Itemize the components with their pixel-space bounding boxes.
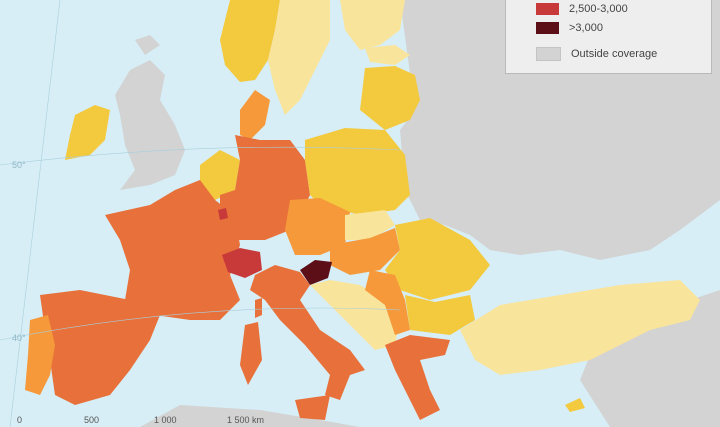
region-slovenia: [300, 260, 332, 285]
region-outside-mideast: [580, 290, 720, 427]
latitude-label-40: 40°: [12, 333, 26, 343]
region-sardinia: [240, 322, 262, 385]
region-turkey: [460, 280, 700, 375]
region-portugal: [25, 315, 55, 395]
scale-tick: 0: [17, 415, 23, 425]
legend-swatch: [536, 22, 559, 34]
region-cyprus: [565, 398, 585, 412]
region-romania: [385, 218, 490, 300]
region-spain: [40, 290, 160, 405]
legend-swatch: [536, 47, 561, 61]
region-bulgaria: [405, 295, 475, 335]
region-denmark: [240, 90, 270, 140]
region-latvia-lithuania: [360, 66, 420, 130]
legend-label: Outside coverage: [571, 48, 658, 60]
region-corsica: [255, 298, 262, 318]
legend-item: >3,000: [536, 22, 603, 34]
scale-tick: 1 500 km: [227, 415, 265, 425]
map-legend: 2,500-3,000 >3,000 Outside coverage: [505, 0, 712, 74]
region-italy: [250, 265, 365, 400]
legend-label: >3,000: [569, 22, 603, 34]
region-poland: [305, 128, 410, 215]
graticule-lines: [0, 0, 401, 427]
legend-item: Outside coverage: [536, 47, 657, 61]
region-finland: [340, 0, 405, 50]
region-norway: [220, 0, 280, 82]
scale-tick: 1 000: [154, 415, 177, 425]
region-germany: [220, 135, 310, 240]
region-slovakia: [345, 210, 395, 240]
legend-label: 2,500-3,000: [569, 3, 628, 15]
scale-tick: 500: [84, 415, 100, 425]
latitude-label-50: 50°: [12, 160, 26, 170]
region-iceland-norway-west: [135, 35, 160, 55]
legend-swatch: [536, 3, 559, 15]
region-czechia-austria: [285, 198, 350, 255]
region-sweden: [268, 0, 330, 115]
region-ireland: [65, 105, 110, 160]
region-serbia: [365, 270, 410, 335]
region-greece: [385, 335, 450, 420]
legend-item: 2,500-3,000: [536, 3, 628, 15]
region-luxembourg: [218, 208, 228, 220]
region-hungary: [330, 228, 400, 275]
region-switzerland: [222, 248, 262, 278]
region-sicily: [295, 395, 330, 420]
region-uk: [115, 60, 185, 190]
region-outside-africa: [140, 405, 360, 427]
region-netherlands-belgium: [200, 150, 240, 200]
region-estonia: [365, 45, 410, 65]
region-france: [105, 180, 240, 320]
